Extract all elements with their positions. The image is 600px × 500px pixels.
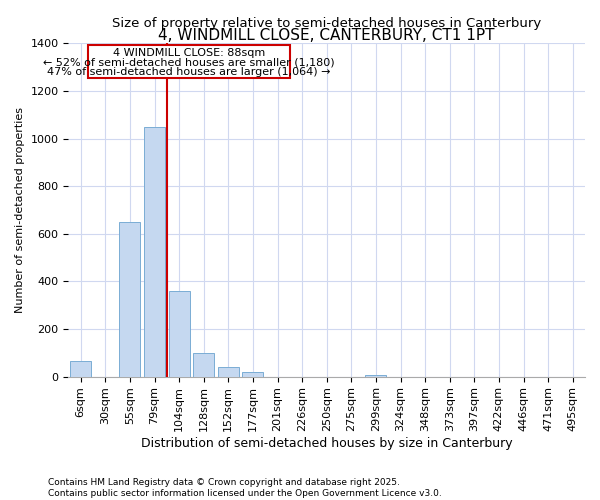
Text: 4 WINDMILL CLOSE: 88sqm: 4 WINDMILL CLOSE: 88sqm	[113, 48, 265, 58]
Text: Contains HM Land Registry data © Crown copyright and database right 2025.
Contai: Contains HM Land Registry data © Crown c…	[48, 478, 442, 498]
Title: 4, WINDMILL CLOSE, CANTERBURY, CT1 1PT: 4, WINDMILL CLOSE, CANTERBURY, CT1 1PT	[158, 28, 495, 44]
Text: ← 52% of semi-detached houses are smaller (1,180): ← 52% of semi-detached houses are smalle…	[43, 58, 335, 68]
Bar	[242, 372, 263, 376]
Bar	[218, 367, 239, 376]
Bar	[70, 361, 91, 376]
Bar	[169, 291, 190, 376]
Y-axis label: Number of semi-detached properties: Number of semi-detached properties	[15, 107, 25, 313]
Text: Size of property relative to semi-detached houses in Canterbury: Size of property relative to semi-detach…	[112, 17, 541, 30]
Bar	[193, 353, 214, 376]
Text: 47% of semi-detached houses are larger (1,064) →: 47% of semi-detached houses are larger (…	[47, 67, 331, 77]
X-axis label: Distribution of semi-detached houses by size in Canterbury: Distribution of semi-detached houses by …	[141, 437, 512, 450]
Bar	[119, 222, 140, 376]
Bar	[144, 126, 165, 376]
FancyBboxPatch shape	[88, 44, 290, 78]
